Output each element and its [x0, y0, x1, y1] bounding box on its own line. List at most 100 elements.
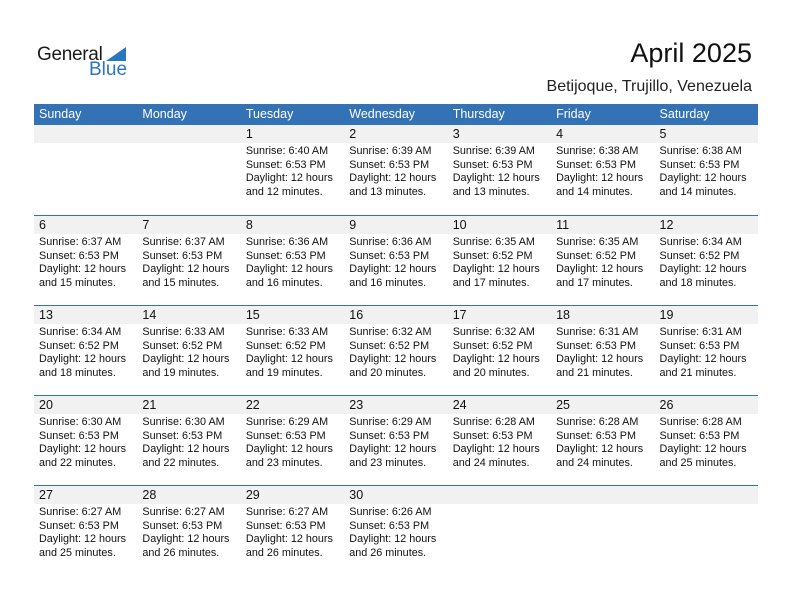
sunrise-text: Sunrise: 6:37 AM: [142, 236, 225, 248]
sunset-text: Sunset: 6:52 PM: [39, 339, 119, 352]
daylight1-text: Daylight: 12 hours: [556, 172, 644, 184]
location-subtitle: Betijoque, Trujillo, Venezuela: [546, 78, 752, 95]
sunset-text: Sunset: 6:53 PM: [245, 158, 326, 171]
sunset-text: Sunset: 6:52 PM: [245, 339, 326, 352]
day-cell: Sunrise: 6:28 AM Sunset: 6:53 PM Daylight:…: [448, 414, 551, 470]
daylight1-text: Daylight: 12 hours: [452, 353, 540, 365]
sunrise-text: Sunrise: 6:26 AM: [349, 506, 432, 518]
daylight1-text: Daylight: 12 hours: [556, 353, 644, 365]
day-cell: Sunrise: 6:29 AM Sunset: 6:53 PM Daylight:…: [344, 414, 447, 470]
day-number: 5: [659, 127, 667, 141]
day-number: 15: [245, 308, 260, 322]
logo-triangle-icon: [106, 47, 126, 61]
daylight2-text: and 24 minutes.: [556, 456, 633, 469]
sunrise-text: Sunrise: 6:35 AM: [452, 236, 535, 248]
daylight1-text: Daylight: 12 hours: [349, 443, 437, 455]
weekday-header: Sunday Monday Tuesday Wednesday Thursday Frid…: [34, 104, 758, 125]
day-number-row: 6 7 8 9 10 11 12: [34, 216, 758, 234]
sunset-text: Sunset: 6:52 PM: [556, 249, 636, 262]
daylight2-text: and 18 minutes.: [39, 366, 116, 379]
sunset-text: Sunset: 6:53 PM: [556, 429, 636, 442]
sunrise-text: Sunrise: 6:30 AM: [39, 416, 122, 428]
day-cell: Sunrise: 6:28 AM Sunset: 6:53 PM Daylight:…: [655, 414, 758, 470]
daylight2-text: and 25 minutes.: [659, 456, 737, 469]
daylight1-text: Daylight: 12 hours: [142, 533, 230, 545]
day-cell: Sunrise: 6:29 AM Sunset: 6:53 PM Daylight:…: [241, 414, 344, 470]
sunrise-text: Sunrise: 6:38 AM: [659, 145, 742, 157]
day-cell: Sunrise: 6:39 AM Sunset: 6:53 PM Daylight:…: [344, 143, 447, 199]
sunrise-text: Sunrise: 6:29 AM: [245, 416, 329, 428]
day-number: 23: [349, 398, 364, 412]
weekday-sunday: Sunday: [39, 107, 82, 121]
day-number: 7: [142, 218, 150, 232]
daylight1-text: Daylight: 12 hours: [452, 172, 540, 184]
day-number: 4: [556, 127, 564, 141]
daylight2-text: and 22 minutes.: [39, 456, 116, 469]
daylight1-text: Daylight: 12 hours: [452, 263, 540, 275]
day-info-row: Sunrise: 6:40 AM Sunset: 6:53 PM Daylight:…: [34, 143, 758, 199]
sunset-text: Sunset: 6:53 PM: [142, 429, 223, 442]
day-cell: Sunrise: 6:35 AM Sunset: 6:52 PM Daylight:…: [551, 234, 654, 290]
day-cell: Sunrise: 6:33 AM Sunset: 6:52 PM Daylight:…: [137, 324, 240, 380]
sunrise-text: Sunrise: 6:39 AM: [349, 145, 432, 157]
sunset-text: Sunset: 6:52 PM: [142, 339, 223, 352]
day-cell: [551, 504, 654, 560]
daylight1-text: Daylight: 12 hours: [245, 533, 333, 545]
sunset-text: Sunset: 6:53 PM: [556, 339, 636, 352]
day-cell: Sunrise: 6:27 AM Sunset: 6:53 PM Daylight:…: [34, 504, 137, 560]
day-info-row: Sunrise: 6:30 AM Sunset: 6:53 PM Daylight:…: [34, 414, 758, 470]
week-row: 13 14 15 16 17 18 19 Sunrise: 6:34 AM Sunset: 6:…: [34, 305, 758, 395]
day-number: 16: [349, 308, 364, 322]
day-info-row: Sunrise: 6:34 AM Sunset: 6:52 PM Daylight:…: [34, 324, 758, 380]
daylight2-text: and 25 minutes.: [39, 546, 116, 559]
day-number: 6: [39, 218, 46, 232]
day-number: 21: [142, 398, 157, 412]
week-row: 27 28 29 30 Sunrise: 6:27 AM Sunset: 6:53 PM D…: [34, 485, 758, 575]
daylight2-text: and 19 minutes.: [142, 366, 220, 379]
day-cell: Sunrise: 6:36 AM Sunset: 6:53 PM Daylight:…: [241, 234, 344, 290]
day-number: 10: [452, 218, 467, 232]
day-number: [655, 486, 758, 504]
daylight1-text: Daylight: 12 hours: [349, 263, 437, 275]
daylight2-text: and 13 minutes.: [452, 185, 530, 198]
sunrise-text: Sunrise: 6:36 AM: [245, 236, 329, 248]
daylight1-text: Daylight: 12 hours: [142, 443, 230, 455]
daylight1-text: Daylight: 12 hours: [39, 353, 127, 365]
daylight1-text: Daylight: 12 hours: [39, 263, 127, 275]
sunset-text: Sunset: 6:53 PM: [142, 519, 223, 532]
day-cell: Sunrise: 6:26 AM Sunset: 6:53 PM Daylight:…: [344, 504, 447, 560]
sunrise-text: Sunrise: 6:27 AM: [142, 506, 225, 518]
day-number: 3: [452, 127, 460, 141]
day-number-row: 20 21 22 23 24 25 26: [34, 396, 758, 414]
day-cell: Sunrise: 6:39 AM Sunset: 6:53 PM Daylight:…: [448, 143, 551, 199]
daylight2-text: and 13 minutes.: [349, 185, 427, 198]
sunset-text: Sunset: 6:53 PM: [349, 519, 430, 532]
day-number: 17: [452, 308, 467, 322]
sunrise-text: Sunrise: 6:40 AM: [245, 145, 329, 157]
day-number: 1: [245, 127, 253, 141]
day-number: [551, 486, 654, 504]
daylight2-text: and 15 minutes.: [39, 276, 116, 289]
sunrise-text: Sunrise: 6:28 AM: [556, 416, 639, 428]
sunrise-text: Sunrise: 6:28 AM: [659, 416, 742, 428]
day-cell: Sunrise: 6:27 AM Sunset: 6:53 PM Daylight:…: [241, 504, 344, 560]
week-row: 6 7 8 9 10 11 12 Sunrise: 6:37 AM Sunset: 6:53 P…: [34, 215, 758, 305]
day-number: [137, 125, 240, 143]
sunset-text: Sunset: 6:53 PM: [659, 339, 740, 352]
sunrise-text: Sunrise: 6:38 AM: [556, 145, 639, 157]
daylight1-text: Daylight: 12 hours: [452, 443, 540, 455]
day-cell: Sunrise: 6:27 AM Sunset: 6:53 PM Daylight:…: [137, 504, 240, 560]
sunset-text: Sunset: 6:53 PM: [245, 519, 326, 532]
day-cell: Sunrise: 6:38 AM Sunset: 6:53 PM Daylight:…: [655, 143, 758, 199]
day-number: 11: [556, 218, 570, 232]
day-number: [448, 486, 551, 504]
daylight1-text: Daylight: 12 hours: [556, 263, 644, 275]
day-cell: Sunrise: 6:33 AM Sunset: 6:52 PM Daylight:…: [241, 324, 344, 380]
day-cell: Sunrise: 6:37 AM Sunset: 6:53 PM Daylight:…: [137, 234, 240, 290]
sunset-text: Sunset: 6:53 PM: [245, 249, 326, 262]
sunrise-text: Sunrise: 6:29 AM: [349, 416, 432, 428]
sunset-text: Sunset: 6:53 PM: [452, 429, 533, 442]
daylight1-text: Daylight: 12 hours: [659, 263, 747, 275]
daylight2-text: and 12 minutes.: [245, 185, 323, 198]
daylight2-text: and 23 minutes.: [245, 456, 323, 469]
